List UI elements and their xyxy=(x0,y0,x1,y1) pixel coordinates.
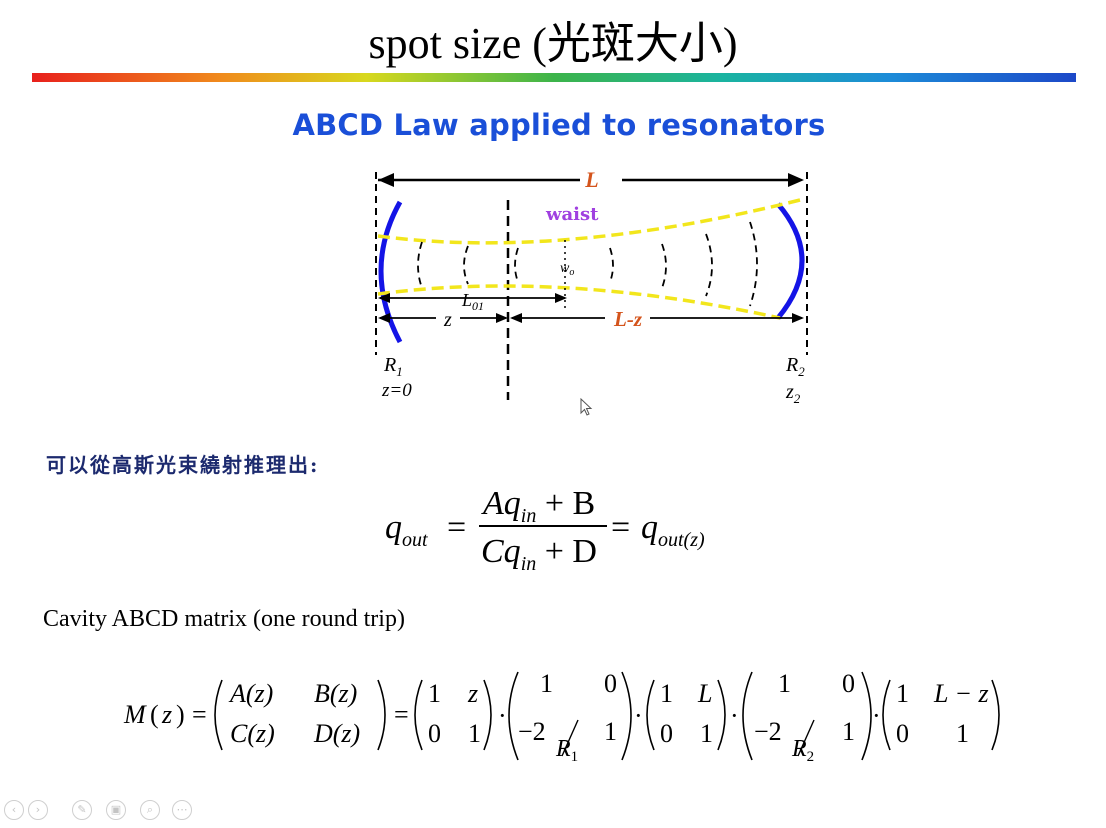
svg-text:R2: R2 xyxy=(791,736,814,765)
mat-m2-11: 1 xyxy=(604,717,617,746)
mat-m3-00: 1 xyxy=(660,679,673,708)
svg-text:·: · xyxy=(730,701,739,730)
label-R2-sub: 2 xyxy=(798,364,805,379)
svg-text:=: = xyxy=(394,700,409,729)
mat-m4-10: −2 xyxy=(754,717,782,746)
eq-num-a: Aq xyxy=(481,485,521,522)
label-w0-sub: o xyxy=(569,267,574,278)
mat-m4-00: 1 xyxy=(778,669,791,698)
mat-m2-01: 0 xyxy=(604,669,617,698)
mat-m1-01: z xyxy=(467,679,478,708)
svg-text:=: = xyxy=(192,700,207,729)
eq-den-sub: in xyxy=(521,553,537,574)
resonator-diagram: L waist wo L01 z L-z R1 z=0 R2 z2 xyxy=(375,167,808,406)
eq-lhs-sub: out xyxy=(402,529,428,551)
back-icon[interactable]: ‹ xyxy=(4,800,24,820)
cavity-matrix-label: Cavity ABCD matrix (one round trip) xyxy=(43,606,405,632)
svg-text:qout: qout xyxy=(385,509,428,551)
svg-text:(: ( xyxy=(150,700,159,729)
eq-rhs-sub: out(z) xyxy=(658,529,705,551)
derivation-caption: 可以從高斯光束繞射推理出: xyxy=(46,453,320,477)
mat-lhs: M xyxy=(123,700,147,729)
eq-den-rest: + D xyxy=(536,533,597,570)
mat-M-11: D(z) xyxy=(313,719,360,748)
eq-num-rest: + B xyxy=(536,485,595,522)
mat-M-01: B(z) xyxy=(314,679,357,708)
label-waist: waist xyxy=(545,204,599,225)
mat-m3-11: 1 xyxy=(700,719,713,748)
eq-den-c: Cq xyxy=(481,533,521,570)
mat-m4-den-sub: 2 xyxy=(807,749,815,765)
label-R1: R xyxy=(383,354,396,376)
cavity-matrix-equation: M ( z ) = A(z) B(z) C(z) D(z) = 1 z 0 1 … xyxy=(123,669,1000,765)
mat-m4-11: 1 xyxy=(842,717,855,746)
title-accent-bar xyxy=(32,73,1076,82)
mirror-r1 xyxy=(378,200,403,344)
label-R2: R xyxy=(785,354,798,376)
svg-text:·: · xyxy=(634,701,643,730)
slide-title: spot size (光斑大小) xyxy=(368,19,738,68)
svg-text:R1: R1 xyxy=(555,736,578,765)
svg-text:wo: wo xyxy=(560,261,574,278)
mat-m4-den: R xyxy=(791,736,807,762)
svg-text:Cqin + D: Cqin + D xyxy=(481,533,597,574)
label-L-z: L-z xyxy=(613,307,643,331)
label-z2: z xyxy=(785,381,794,403)
mat-m3-10: 0 xyxy=(660,719,673,748)
mat-M-00: A(z) xyxy=(228,679,273,708)
label-z: z xyxy=(443,309,452,331)
eq-rhs: q xyxy=(641,509,658,546)
svg-text:qout(z): qout(z) xyxy=(641,509,705,551)
svg-text:R2: R2 xyxy=(785,354,805,379)
mat-m1-11: 1 xyxy=(468,719,481,748)
more-icon[interactable]: ⋯ xyxy=(172,800,192,820)
mat-m5-11: 1 xyxy=(956,719,969,748)
label-w0: w xyxy=(560,261,570,276)
mat-m5-01: L − z xyxy=(933,679,989,708)
svg-text:): ) xyxy=(176,700,185,729)
mat-lhs-z: z xyxy=(161,700,172,729)
mat-m2-10: −2 xyxy=(518,717,546,746)
svg-text:Aqin + B: Aqin + B xyxy=(481,485,595,527)
svg-text:·: · xyxy=(498,701,507,730)
mat-m5-00: 1 xyxy=(896,679,909,708)
svg-text:L01: L01 xyxy=(461,290,484,313)
mat-m1-00: 1 xyxy=(428,679,441,708)
mat-m2-den-sub: 1 xyxy=(571,749,579,765)
pen-icon[interactable]: ✎ xyxy=(72,800,92,820)
label-R1-sub: 1 xyxy=(396,364,403,379)
svg-text:=: = xyxy=(447,509,466,546)
slides-icon[interactable]: ▣ xyxy=(106,800,126,820)
mat-m5-10: 0 xyxy=(896,719,909,748)
label-L01-sub: 01 xyxy=(472,299,484,313)
beam-top xyxy=(377,198,801,245)
svg-text:=: = xyxy=(611,509,630,546)
label-L: L xyxy=(584,167,598,192)
label-z2-sub: 2 xyxy=(794,391,801,406)
mouse-pointer-icon xyxy=(580,398,593,416)
mat-m2-den: R xyxy=(555,736,571,762)
svg-text:·: · xyxy=(872,701,881,730)
diagram-heading: ABCD Law applied to resonators xyxy=(292,108,826,142)
mat-M-10: C(z) xyxy=(230,719,275,748)
eq-num-sub: in xyxy=(521,505,537,527)
zoom-icon[interactable]: ⌕ xyxy=(140,800,160,820)
eq-lhs: q xyxy=(385,509,402,546)
mat-m2-00: 1 xyxy=(540,669,553,698)
beam-bottom xyxy=(377,284,781,320)
mat-m4-01: 0 xyxy=(842,669,855,698)
mat-m3-01: L xyxy=(697,679,712,708)
label-L01: L xyxy=(461,290,472,310)
mirror-r2 xyxy=(776,202,805,320)
svg-text:z2: z2 xyxy=(785,381,801,406)
abcd-law-equation: qout = Aqin + B Cqin + D = qout(z) xyxy=(385,485,705,574)
forward-icon[interactable]: › xyxy=(28,800,48,820)
label-z0: z=0 xyxy=(381,380,412,401)
svg-text:R1: R1 xyxy=(383,354,403,379)
mat-m1-10: 0 xyxy=(428,719,441,748)
